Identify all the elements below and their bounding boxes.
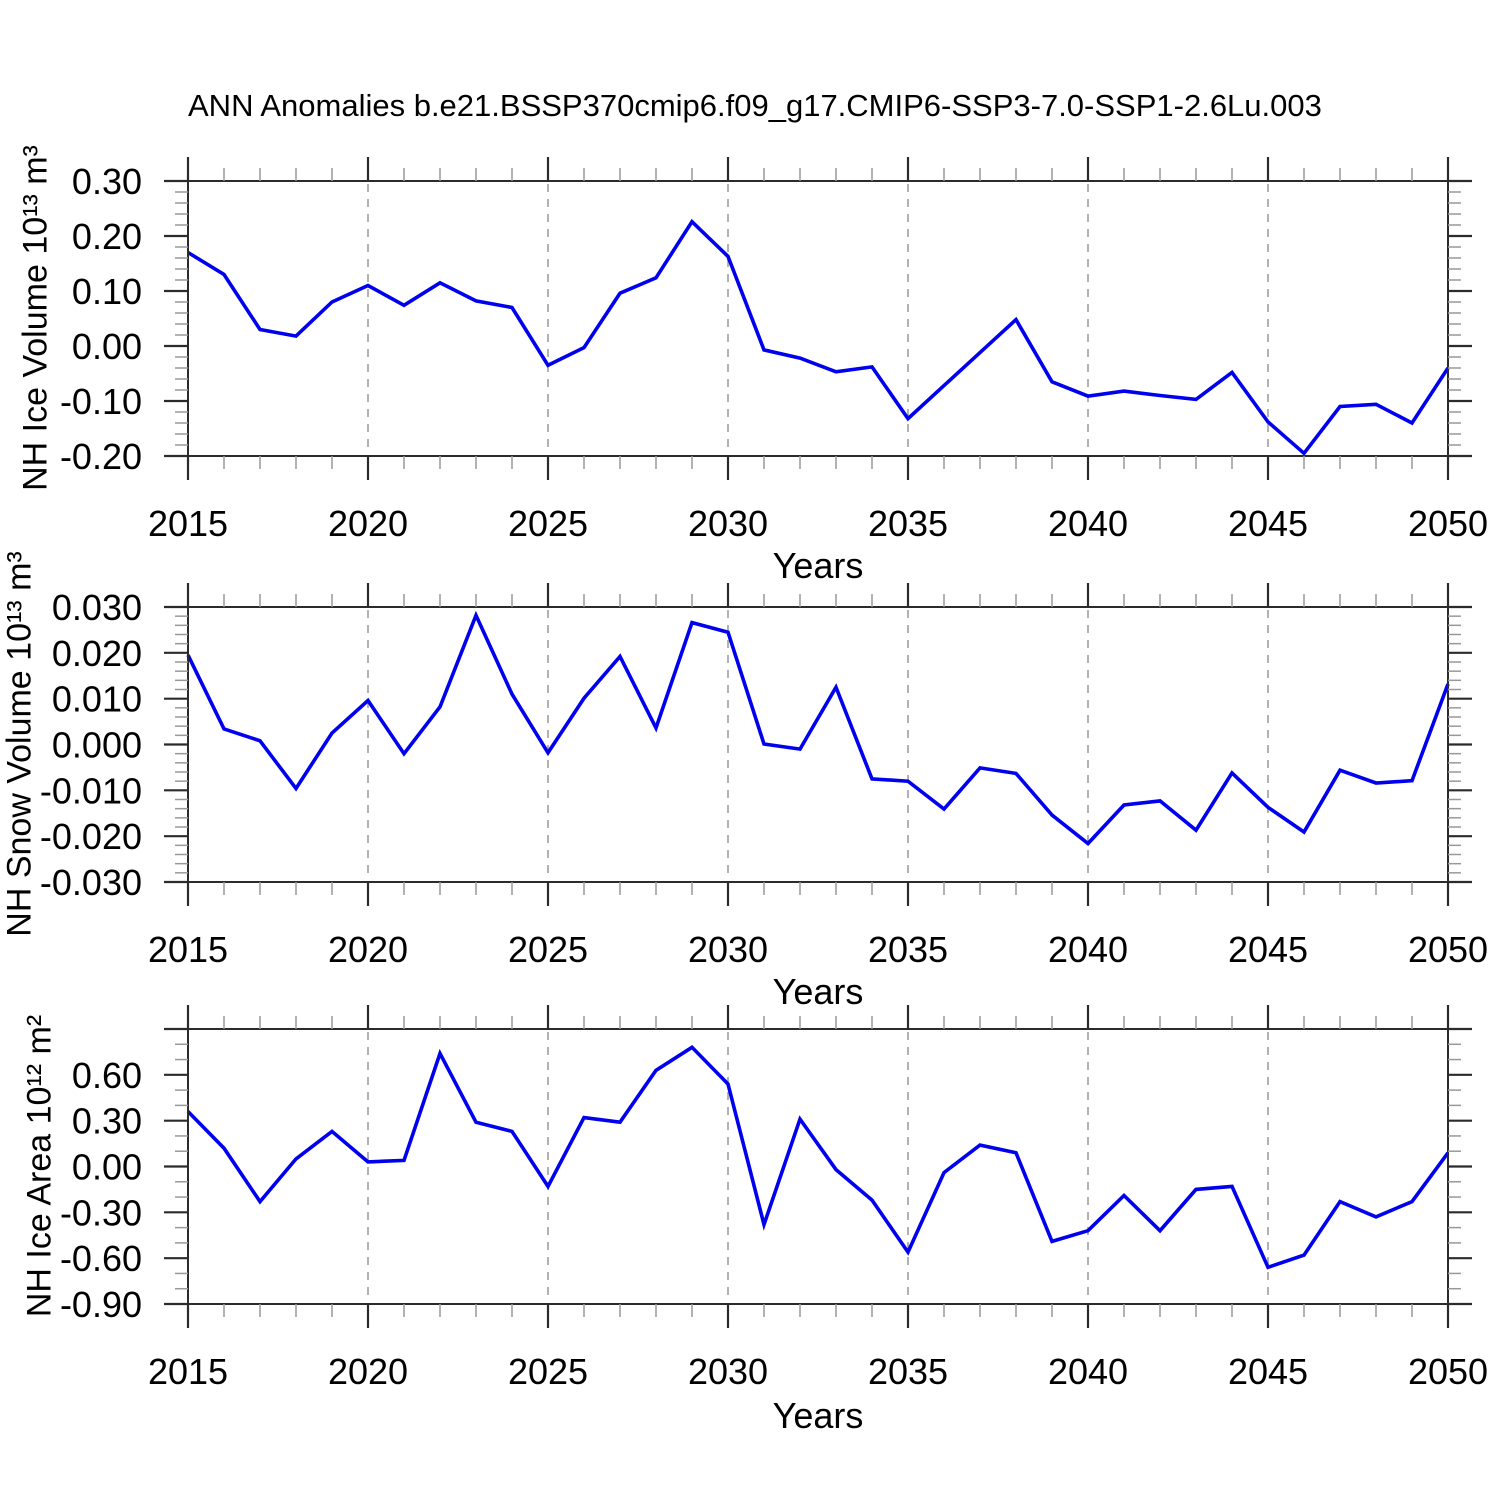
y-tick-label: 0.10 xyxy=(72,271,142,312)
y-tick-label: -0.20 xyxy=(60,436,142,477)
y-axis-title-snow-volume: NH Snow Volume 10¹³ m³ xyxy=(0,551,39,937)
y-tick-label: 0.00 xyxy=(72,1147,142,1188)
x-tick-label: 2030 xyxy=(688,503,768,544)
chart-panel-3: 2015 2020 2025 2030 2035 2040 2045 2050 0.60 0.30… xyxy=(60,1005,1488,1392)
plot-frame xyxy=(187,1028,1449,1305)
x-tick-label: 2050 xyxy=(1408,929,1488,970)
y-tick-label: 0.020 xyxy=(52,633,142,674)
x-tick-label: 2025 xyxy=(508,503,588,544)
data-line-series xyxy=(186,610,1450,846)
chart-title: ANN Anomalies b.e21.BSSP370cmip6.f09_g17… xyxy=(188,88,1322,123)
y-tick-label: -0.30 xyxy=(60,1192,142,1233)
x-tick-label: 2020 xyxy=(328,929,408,970)
y-tick-label: -0.90 xyxy=(60,1284,142,1325)
plot-frame xyxy=(187,180,1449,457)
x-tick-label: 2040 xyxy=(1048,503,1128,544)
x-tick-label: 2025 xyxy=(508,1351,588,1392)
x-tick-label: 2015 xyxy=(148,929,228,970)
y-tick-label: -0.030 xyxy=(40,862,142,903)
x-axis-title-panel-3: Years xyxy=(772,1395,864,1436)
y-tick-label: 0.60 xyxy=(72,1055,142,1096)
x-tick-label: 2050 xyxy=(1408,1351,1488,1392)
plot-frame xyxy=(187,606,1449,883)
x-tick-label: 2040 xyxy=(1048,1351,1128,1392)
y-tick-label: 0.30 xyxy=(72,161,142,202)
x-tick-label: 2015 xyxy=(148,503,228,544)
x-tick-label: 2050 xyxy=(1408,503,1488,544)
x-tick-label: 2035 xyxy=(868,929,948,970)
x-tick-label: 2045 xyxy=(1228,503,1308,544)
x-tick-label: 2020 xyxy=(328,503,408,544)
x-axis-title-panel-2: Years xyxy=(772,971,864,1012)
y-tick-label: -0.010 xyxy=(40,770,142,811)
x-tick-label: 2045 xyxy=(1228,1351,1308,1392)
data-line-series xyxy=(186,1044,1450,1270)
data-line-series xyxy=(187,218,1450,456)
y-tick-label: 0.20 xyxy=(72,216,142,257)
x-tick-label: 2025 xyxy=(508,929,588,970)
y-tick-label: 0.010 xyxy=(52,679,142,720)
y-tick-label: -0.020 xyxy=(40,816,142,857)
y-tick-label: 0.030 xyxy=(52,587,142,628)
y-tick-label: 0.000 xyxy=(52,725,142,766)
x-tick-label: 2020 xyxy=(328,1351,408,1392)
x-tick-label: 2030 xyxy=(688,929,768,970)
y-axis-title-ice-area: NH Ice Area 10¹² m² xyxy=(20,1014,59,1318)
chart-panel-1: 2015 2020 2025 2030 2035 2040 2045 2050 0.30 0.20… xyxy=(60,157,1488,544)
x-tick-label: 2045 xyxy=(1228,929,1308,970)
y-axis-title-ice-volume: NH Ice Volume 10¹³ m³ xyxy=(16,145,55,491)
x-tick-label: 2035 xyxy=(868,503,948,544)
y-tick-label: -0.60 xyxy=(60,1238,142,1279)
x-tick-label: 2015 xyxy=(148,1351,228,1392)
x-tick-label: 2035 xyxy=(868,1351,948,1392)
x-tick-label: 2040 xyxy=(1048,929,1128,970)
y-tick-label: 0.00 xyxy=(72,326,142,367)
x-tick-label: 2030 xyxy=(688,1351,768,1392)
chart-panel-2: 2015 2020 2025 2030 2035 2040 2045 2050 0.030 0.0… xyxy=(40,583,1488,970)
y-tick-label: -0.10 xyxy=(60,381,142,422)
x-axis-title-panel-1: Years xyxy=(772,545,864,586)
y-tick-label: 0.30 xyxy=(72,1101,142,1142)
